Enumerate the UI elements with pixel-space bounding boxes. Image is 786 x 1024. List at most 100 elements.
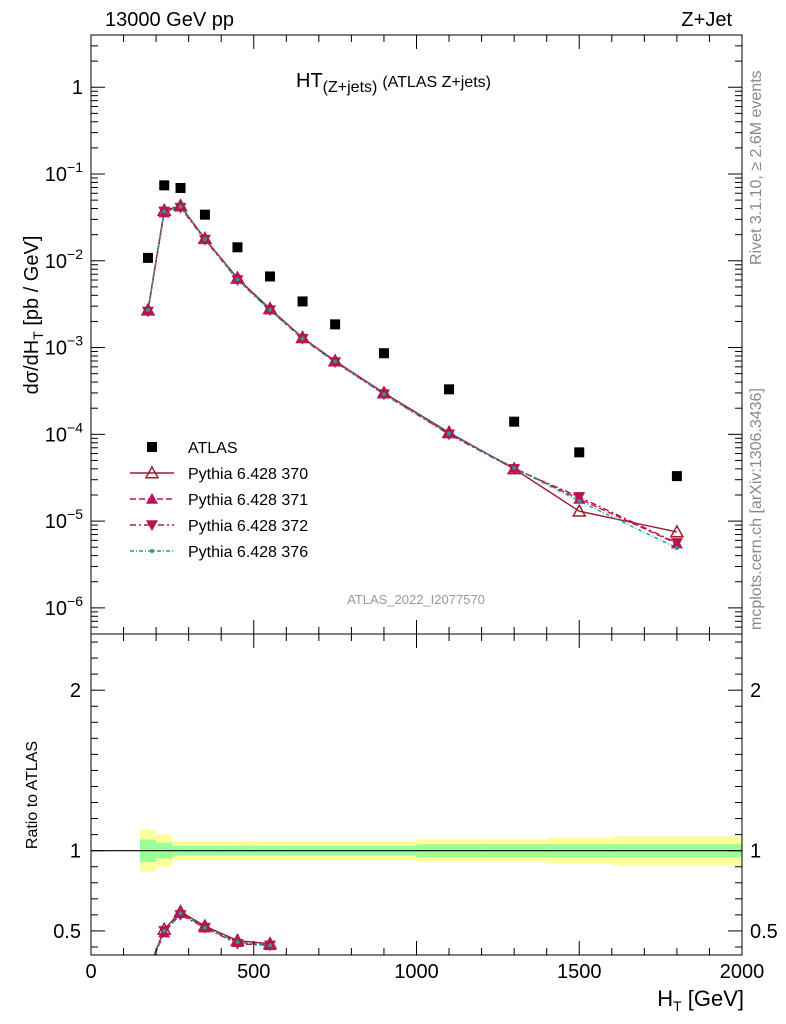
- data-point: [573, 492, 586, 503]
- data-point: [509, 416, 520, 427]
- ratio-point: [178, 911, 183, 916]
- header-right: Z+Jet: [681, 9, 732, 31]
- data-point: [574, 447, 585, 458]
- data-point: [447, 431, 452, 436]
- y-axis-label-main-unit: [pb / GeV]: [21, 236, 43, 332]
- y-tick-label: 10−2: [45, 246, 83, 273]
- data-point: [381, 392, 386, 397]
- y-tick-label: 10−5: [45, 506, 83, 533]
- ratio-series-group: [142, 904, 278, 979]
- legend-marker: [146, 493, 158, 504]
- data-point: [571, 503, 587, 517]
- x-axis-label: HT [GeV]: [657, 986, 744, 1014]
- x-tick-label: 0: [85, 961, 96, 983]
- ratio-point: [142, 968, 154, 979]
- y-tick-label-exp: −4: [67, 419, 83, 435]
- y-axis-label-main-sub: T: [30, 331, 46, 340]
- data-point: [674, 545, 679, 550]
- x-axis-label-sub: T: [673, 998, 682, 1014]
- legend-label: Pythia 6.428 371: [188, 492, 308, 509]
- ratio-point: [146, 969, 150, 973]
- data-point: [330, 319, 341, 330]
- data-point: [142, 252, 153, 263]
- y-tick-label-base: 10: [45, 598, 67, 620]
- plot-title: HT(Z+jets) (ATLAS Z+jets): [296, 70, 491, 96]
- legend-label: Pythia 6.428 376: [188, 544, 308, 561]
- analysis-id: ATLAS_2022_I2077570: [347, 592, 485, 607]
- data-point: [202, 237, 207, 242]
- ratio-point: [174, 910, 187, 921]
- legend-marker: [150, 549, 154, 553]
- ratio-y-tick-label-right: 2: [750, 680, 761, 702]
- data-point: [268, 307, 273, 312]
- data-point: [378, 348, 389, 359]
- data-point: [444, 384, 455, 395]
- ratio-point: [162, 928, 167, 933]
- data-point: [297, 296, 308, 307]
- data-point: [178, 204, 183, 209]
- data-point: [232, 242, 243, 253]
- series-line: [147, 205, 678, 533]
- ratio-point: [268, 943, 273, 948]
- ratio-point: [235, 940, 240, 945]
- legend-marker: [144, 465, 160, 479]
- y-tick-label: 10−6: [45, 593, 83, 620]
- ratio-series-line: [153, 912, 271, 955]
- data-point: [175, 182, 186, 193]
- y-tick-label-base: 10: [45, 338, 67, 360]
- x-tick-label: 1500: [557, 961, 602, 983]
- data-point: [669, 524, 685, 538]
- mcplots-label: mcplots.cern.ch [arXiv:1306.3436]: [748, 388, 765, 630]
- x-tick-label: 1000: [394, 961, 439, 983]
- legend-label: Pythia 6.428 370: [188, 466, 308, 483]
- ratio-point: [142, 965, 154, 976]
- data-point: [145, 308, 150, 313]
- x-tick-label: 2000: [720, 961, 765, 983]
- plot-title-sub: (Z+jets): [323, 79, 378, 96]
- data-point: [265, 271, 276, 282]
- y-tick-label-base: 10: [45, 424, 67, 446]
- y-tick-label-exp: −1: [67, 159, 83, 175]
- x-tick-label: 500: [237, 961, 270, 983]
- y-tick-label-exp: −3: [67, 333, 83, 349]
- header-left: 13000 GeV pp: [105, 9, 234, 31]
- legend-marker: [146, 520, 158, 531]
- ratio-y-tick-label: 1: [70, 841, 81, 863]
- x-axis-label-unit: [GeV]: [682, 986, 744, 1011]
- data-point: [300, 336, 305, 341]
- rivet-label: Rivet 3.1.10, ≥ 2.6M events: [748, 70, 765, 265]
- ratio-y-tick-label-right: 0.5: [750, 921, 778, 943]
- plot-title-main: HT: [296, 70, 323, 92]
- y-tick-label-base: 10: [45, 511, 67, 533]
- data-point: [162, 209, 167, 214]
- y-tick-label: 10−4: [45, 419, 83, 446]
- data-point: [670, 538, 683, 549]
- data-point: [141, 306, 154, 318]
- data-point: [512, 465, 517, 470]
- data-point: [577, 499, 582, 504]
- data-point: [235, 277, 240, 282]
- x-axis-label-text: H: [657, 986, 673, 1011]
- main-panel: 10−610−510−410−310−210−11: [45, 34, 743, 635]
- ratio-panel: 0.5 0.5 1 1 2 2 0 500 1000 1500 2000: [53, 633, 778, 983]
- ratio-point: [202, 925, 207, 930]
- y-tick-label-exp: −2: [67, 246, 83, 262]
- y-tick-label-exp: −5: [67, 506, 83, 522]
- y-axis-label-main: dσ/dHT [pb / GeV]: [21, 236, 46, 395]
- legend-label: Pythia 6.428 372: [188, 518, 308, 535]
- data-point: [671, 471, 682, 482]
- y-tick-label: 1: [72, 77, 83, 99]
- y-tick-label: 10−3: [45, 333, 83, 360]
- data-point: [333, 359, 338, 364]
- legend-label: ATLAS: [188, 440, 238, 457]
- legend: ATLAS Pythia 6.428 370 Pythia 6.428 371 Pyt…: [130, 440, 308, 561]
- y-axis-label-main-text: dσ/dH: [21, 340, 43, 395]
- y-tick-label: 10−1: [45, 159, 83, 186]
- ratio-frame: [90, 633, 743, 956]
- data-point: [199, 209, 210, 220]
- y-axis-label-ratio: Ratio to ATLAS: [24, 741, 41, 849]
- y-tick-label-base: 10: [45, 164, 67, 186]
- ratio-y-tick-label-right: 1: [750, 841, 761, 863]
- y-tick-label-base: 10: [45, 251, 67, 273]
